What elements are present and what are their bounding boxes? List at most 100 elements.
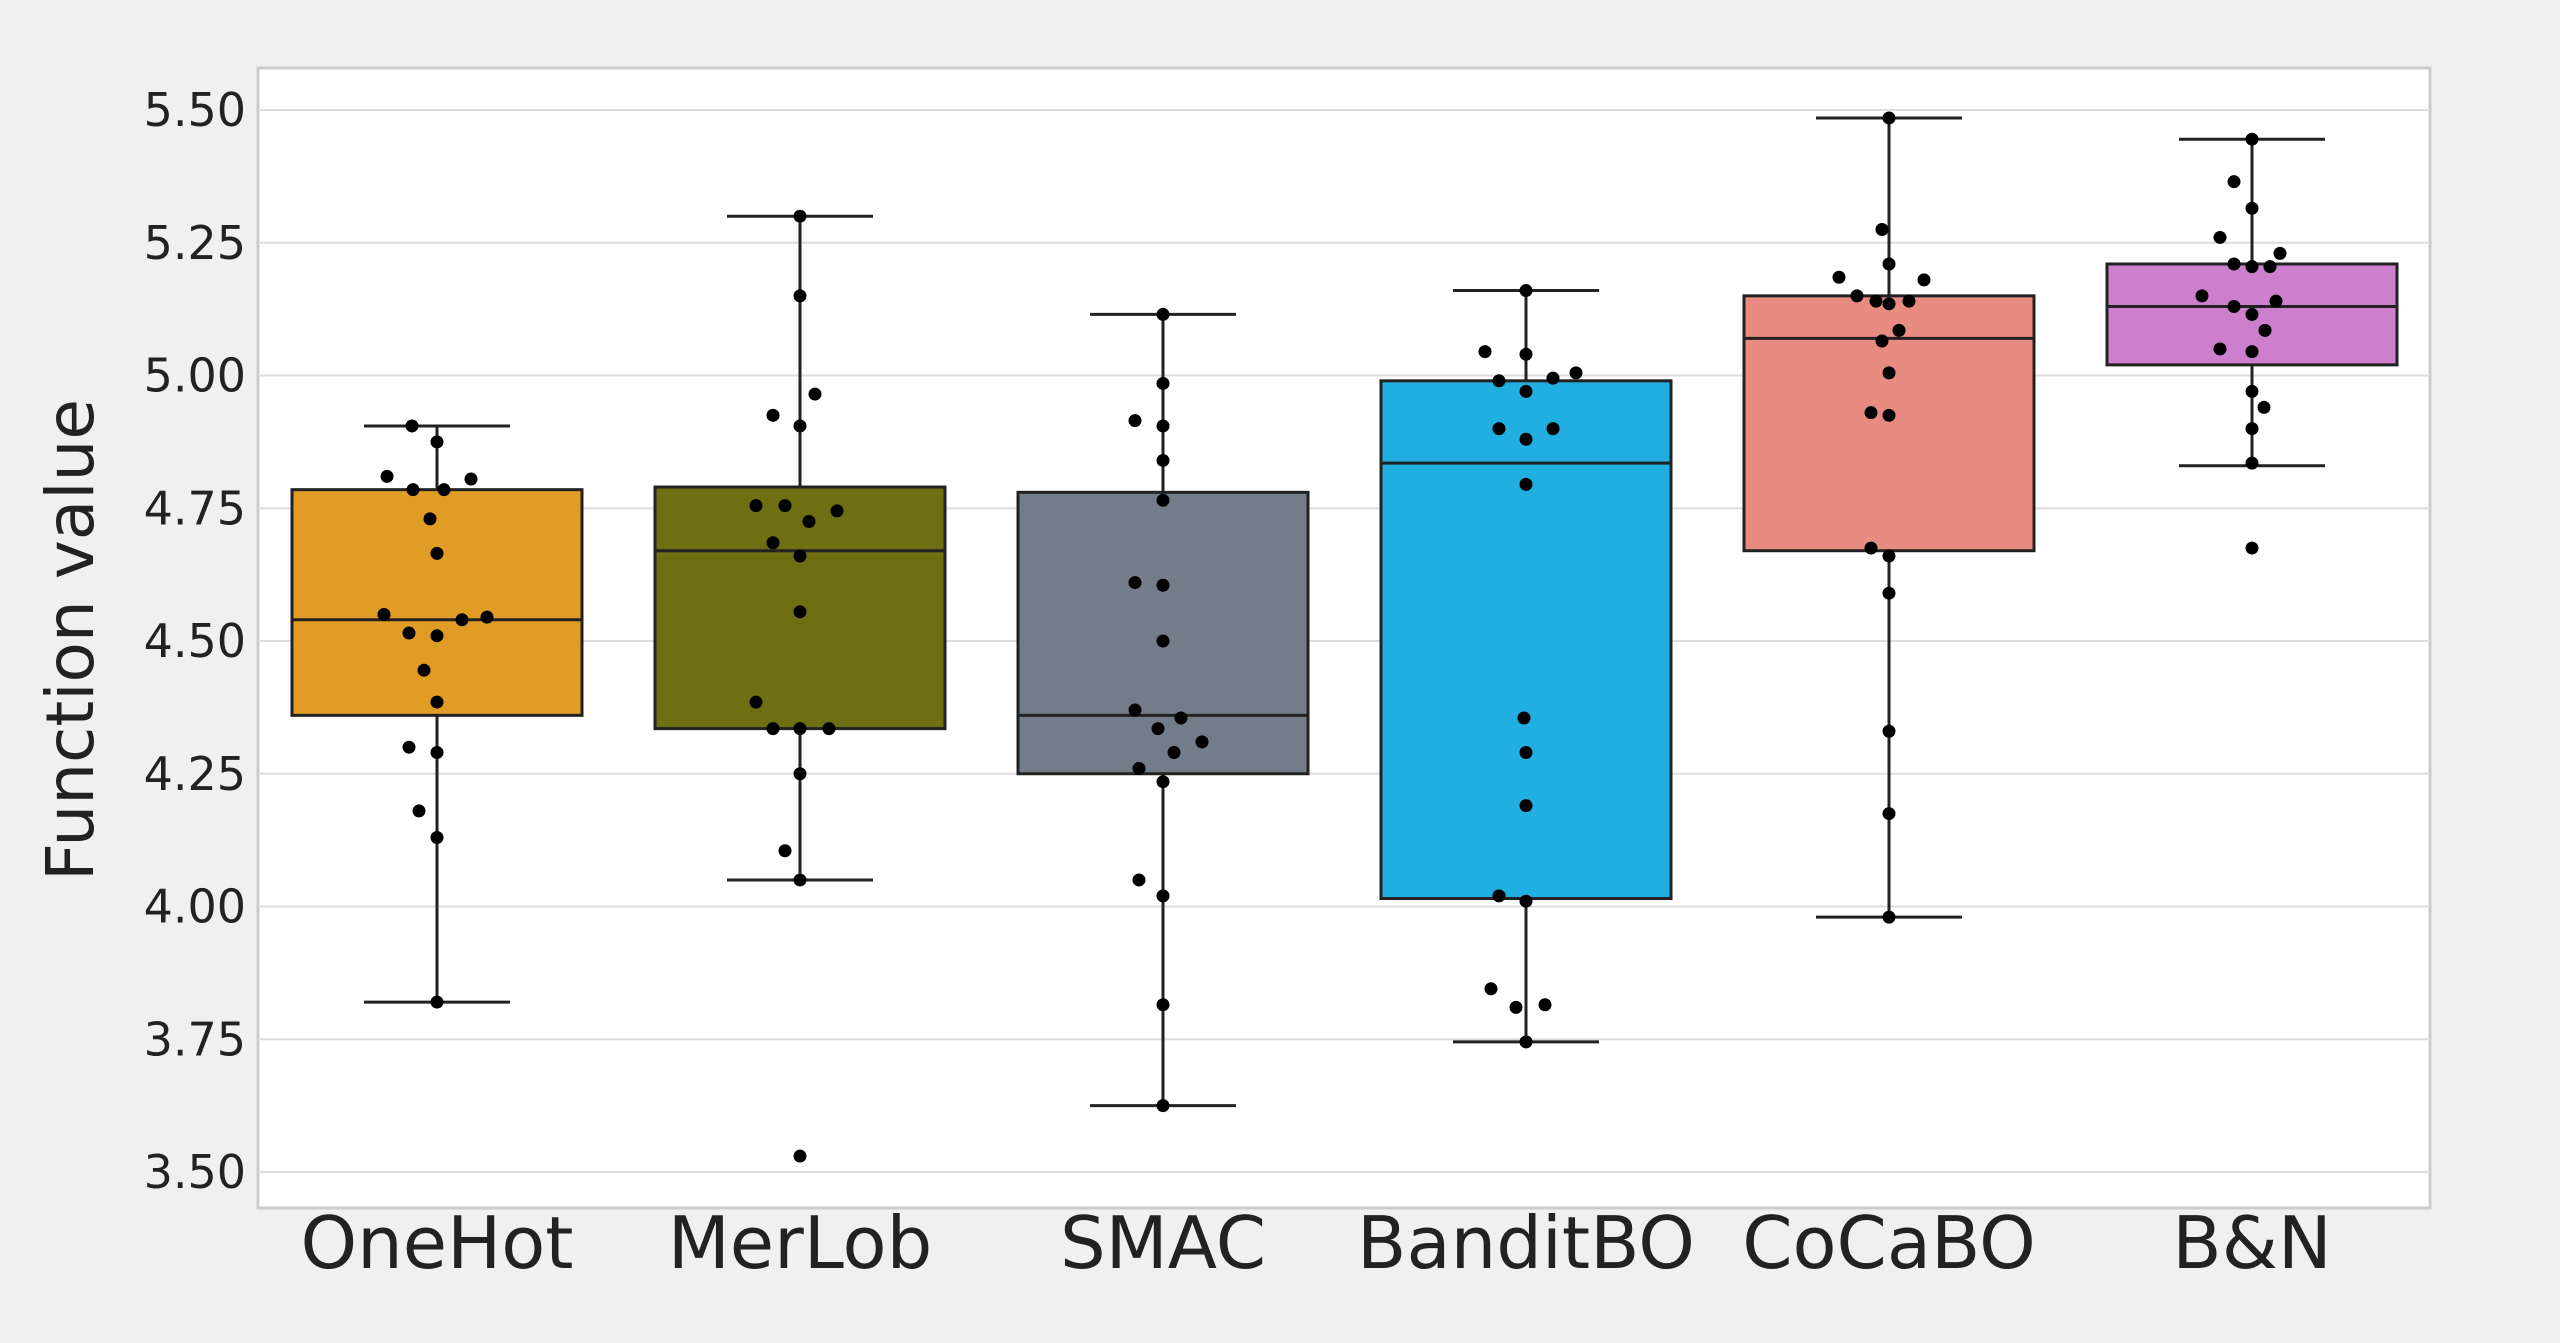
data-point [2245,201,2259,215]
data-point [2227,257,2241,271]
data-point [1492,889,1506,903]
data-point [822,722,836,736]
x-axis-labels: OneHot MerLob SMAC BanditBO CoCaBO B&N [300,1201,2331,1285]
data-point [793,549,807,563]
box-iqr [1742,294,2036,553]
data-point [1156,419,1170,433]
y-tick-label: 3.75 [144,1012,246,1066]
data-point [1156,376,1170,390]
y-tick-label: 3.50 [144,1145,246,1199]
data-point [1517,711,1531,725]
data-point [793,722,807,736]
data-point [1882,549,1896,563]
data-point [377,607,391,621]
x-tick-label: B&N [2172,1201,2331,1285]
data-point [430,629,444,643]
data-point [412,804,426,818]
data-point [1128,576,1142,590]
data-point [1151,722,1165,736]
data-point [2245,541,2259,555]
data-point [793,1149,807,1163]
data-point [1869,294,1883,308]
y-tick-label: 5.50 [144,83,246,137]
data-point [793,289,807,303]
data-point [1492,374,1506,388]
data-point [1875,222,1889,236]
data-point [1156,493,1170,507]
data-point [1156,889,1170,903]
box-cocabo [1742,116,2036,919]
data-point [1882,408,1896,422]
data-point [793,605,807,619]
data-point [1156,775,1170,789]
data-point [380,469,394,483]
data-point [1195,735,1209,749]
data-point [1902,294,1916,308]
x-tick-label: MerLob [668,1201,933,1285]
data-point [793,767,807,781]
x-tick-label: CoCaBO [1742,1201,2036,1285]
y-axis-ticks: 3.50 3.75 4.00 4.25 4.50 4.75 5.00 5.25 5.50 [144,83,246,1199]
data-point [766,408,780,422]
data-point [749,695,763,709]
data-point [2213,230,2227,244]
data-point [1128,414,1142,428]
data-point [2227,175,2241,189]
data-point [1132,761,1146,775]
data-point [1478,345,1492,359]
data-point [402,626,416,640]
box-iqr [290,488,584,717]
x-tick-label: SMAC [1060,1201,1266,1285]
data-point [1156,634,1170,648]
data-point [1519,477,1533,491]
data-point [1864,541,1878,555]
grid-lines [258,109,2430,1173]
data-point [1156,453,1170,467]
data-point [402,740,416,754]
data-point [793,873,807,887]
data-point [1519,384,1533,398]
data-point [1569,366,1583,380]
data-point [2227,299,2241,313]
data-point [1492,422,1506,436]
box-banditbo [1379,289,1673,1044]
data-point [437,483,451,497]
data-point [1882,366,1896,380]
data-point [1519,1035,1533,1049]
data-point [1864,406,1878,420]
data-point [1519,799,1533,813]
box-onehot [290,424,584,1004]
y-tick-label: 5.25 [144,216,246,270]
data-points [377,111,2287,1163]
data-point [1519,894,1533,908]
data-point [2245,384,2259,398]
data-point [1882,910,1896,924]
data-point [1892,323,1906,337]
y-tick-label: 4.75 [144,481,246,535]
y-tick-label: 5.00 [144,349,246,403]
data-point [405,419,419,433]
data-point [430,746,444,760]
data-point [2245,260,2259,274]
data-point [464,472,478,486]
data-point [808,387,822,401]
data-point [2245,307,2259,321]
data-point [1882,724,1896,738]
data-point [1882,807,1896,821]
data-point [1519,746,1533,760]
data-point [1174,711,1188,725]
data-point [430,830,444,844]
data-point [1132,873,1146,887]
data-point [766,722,780,736]
data-point [417,663,431,677]
data-point [1546,371,1560,385]
data-point [793,209,807,223]
y-axis-title: Function value [32,399,109,881]
y-tick-label: 4.25 [144,747,246,801]
data-point [1538,998,1552,1012]
y-tick-label: 4.50 [144,614,246,668]
data-point [1917,273,1931,287]
x-tick-label: BanditBO [1357,1201,1695,1285]
data-point [1850,289,1864,303]
